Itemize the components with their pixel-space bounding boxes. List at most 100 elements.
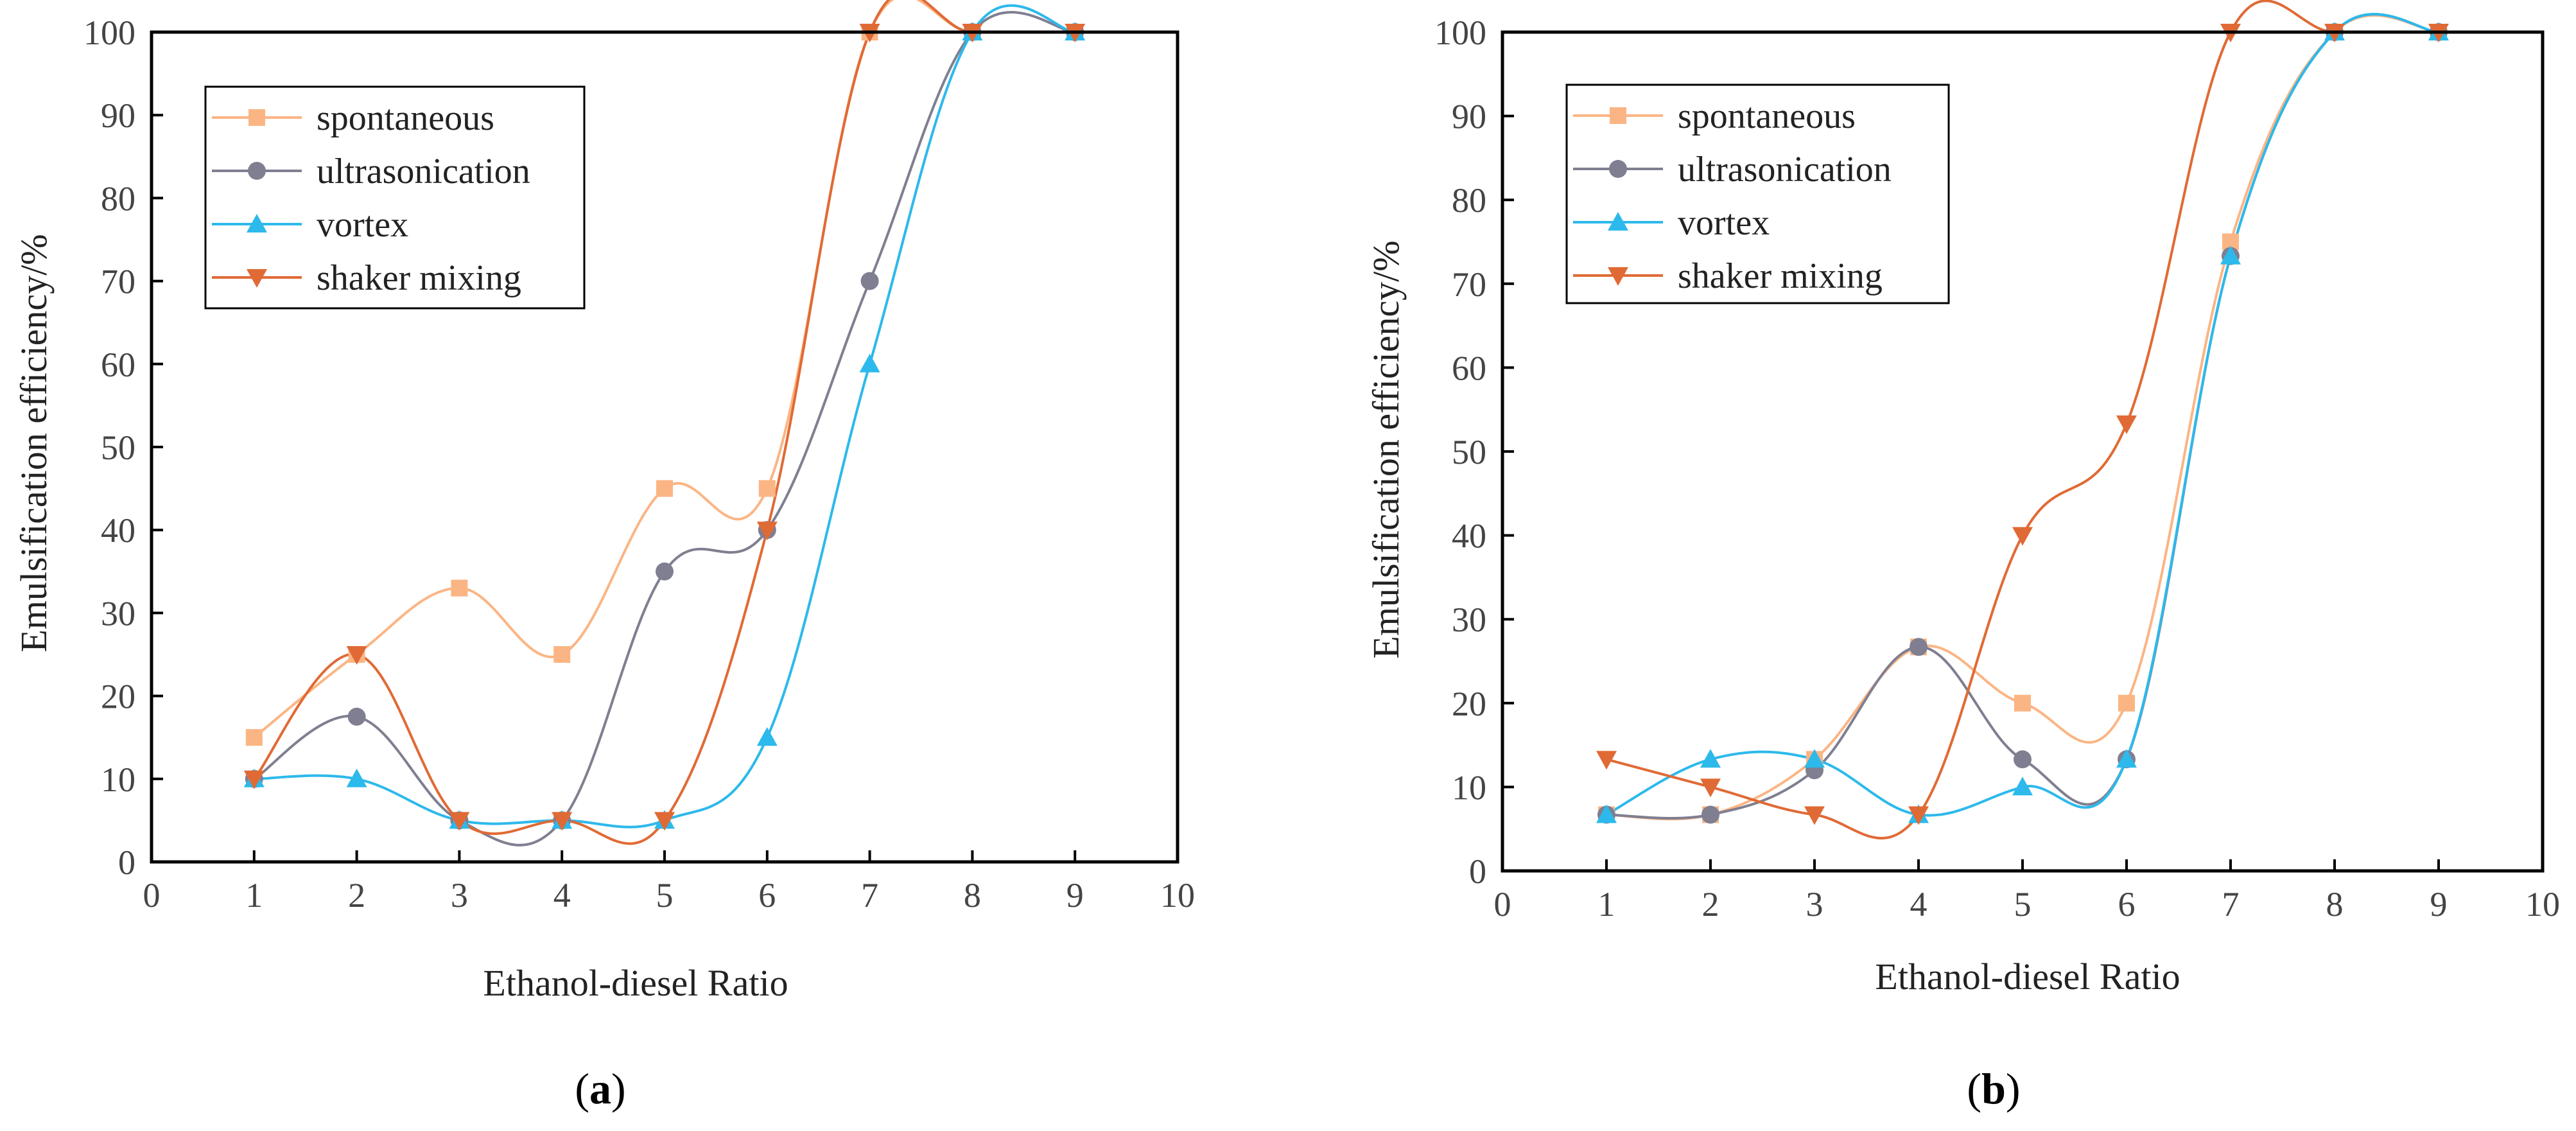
y-tick-label-a-3: 30 [101, 594, 135, 633]
x-tick-label-b-3: 3 [1806, 885, 1823, 924]
data-point-a-0-0 [245, 729, 263, 746]
legend-box-a [204, 85, 586, 310]
y-tick-label-b-7: 70 [1452, 265, 1486, 304]
legend-label-b-3: shaker mixing [1678, 256, 1883, 296]
x-tick-label-b-2: 2 [1702, 885, 1719, 924]
legend-label-b-2: vortex [1678, 203, 1770, 243]
y-tick-label-b-2: 20 [1452, 685, 1486, 723]
legend-label-a-0: spontaneous [317, 98, 494, 138]
x-tick-label-b-7: 7 [2222, 885, 2240, 924]
legend-label-b-0: spontaneous [1678, 96, 1856, 136]
legend-a: spontaneous ultrasonication vortex shaker m… [204, 85, 586, 310]
data-point-a-3-1 [346, 646, 367, 665]
legend-label-b-1: ultrasonication [1678, 150, 1892, 189]
y-tick-label-a-6: 60 [101, 346, 135, 384]
x-tick-label-b-5: 5 [2014, 885, 2032, 924]
data-point-a-1-6 [860, 272, 879, 290]
y-axis-title-b: Emulsification efficiency/% [1365, 240, 1407, 658]
x-tick-label-a-10: 10 [1160, 876, 1195, 915]
data-point-b-3-1 [1700, 778, 1721, 798]
y-tick-label-b-1: 10 [1452, 768, 1486, 807]
data-point-a-3-3 [552, 812, 573, 831]
legend-box-b [1565, 83, 1950, 304]
y-tick-label-a-9: 90 [101, 96, 135, 135]
data-point-b-2-2 [1804, 749, 1825, 768]
data-point-a-0-3 [553, 646, 571, 663]
legend-marker-a-0 [248, 109, 265, 126]
x-tick-label-a-2: 2 [348, 876, 365, 915]
legend-marker-b-1 [1609, 160, 1627, 178]
y-tick-label-b-4: 40 [1452, 517, 1486, 556]
x-tick-label-b-1: 1 [1598, 885, 1615, 924]
legend-marker-a-3 [247, 269, 267, 288]
x-tick-label-b-0: 0 [1494, 885, 1511, 924]
data-point-a-2-1 [346, 768, 367, 787]
x-tick-label-b-6: 6 [2118, 885, 2136, 924]
data-point-a-0-2 [451, 579, 468, 597]
x-tick-label-a-0: 0 [143, 876, 161, 915]
series-line-b-0 [1606, 13, 2439, 821]
data-point-b-2-0 [1596, 804, 1617, 823]
legend-marker-b-0 [1610, 107, 1626, 124]
panel-a: Ethanol-diesel Ratio Emulsification effi… [13, 234, 788, 1113]
data-point-b-3-5 [2116, 415, 2137, 434]
x-tick-label-b-10: 10 [2525, 885, 2560, 924]
legend-marker-a-1 [248, 162, 266, 180]
data-point-a-1-1 [347, 707, 366, 726]
y-tick-label-a-7: 70 [101, 263, 135, 301]
y-tick-label-b-0: 0 [1469, 852, 1486, 891]
y-tick-label-b-3: 30 [1452, 601, 1486, 639]
data-point-b-2-4 [2012, 776, 2033, 796]
legend-marker-b-2 [1608, 212, 1628, 231]
data-point-a-3-2 [449, 812, 470, 831]
x-tick-label-b-4: 4 [1910, 885, 1928, 924]
data-point-b-3-2 [1804, 806, 1825, 825]
x-tick-label-a-6: 6 [758, 876, 776, 915]
panel-b: Ethanol-diesel Ratio Emulsification effi… [1365, 240, 2180, 1113]
y-tick-label-b-5: 50 [1452, 433, 1486, 471]
series-line-a-2 [254, 4, 1075, 829]
x-tick-label-a-9: 9 [1066, 876, 1084, 915]
series-line-a-0 [253, 0, 1075, 739]
x-axis-title-b: Ethanol-diesel Ratio [1875, 956, 2180, 997]
x-tick-label-a-1: 1 [245, 876, 263, 915]
x-tick-label-b-8: 8 [2326, 885, 2344, 924]
x-tick-label-a-4: 4 [553, 876, 571, 915]
data-point-b-1-1 [1701, 805, 1719, 824]
data-point-a-3-4 [654, 812, 675, 831]
y-tick-label-a-8: 80 [101, 179, 135, 218]
y-tick-label-b-8: 80 [1452, 181, 1486, 220]
data-point-a-3-0 [243, 770, 265, 789]
series-line-a-1 [253, 10, 1075, 846]
data-point-b-3-0 [1596, 751, 1617, 770]
x-tick-label-a-3: 3 [451, 876, 468, 915]
y-tick-label-a-5: 50 [101, 428, 135, 467]
x-axis-title-a: Ethanol-diesel Ratio [483, 962, 788, 1004]
y-tick-label-a-1: 10 [101, 760, 135, 799]
legend-marker-a-2 [247, 214, 267, 232]
x-tick-label-b-9: 9 [2430, 885, 2448, 924]
x-tick-label-a-8: 8 [964, 876, 981, 915]
series-line-b-3 [1606, 0, 2439, 839]
data-point-b-2-6 [2220, 245, 2241, 265]
y-tick-label-b-9: 90 [1452, 98, 1486, 136]
x-tick-label-a-5: 5 [656, 876, 674, 915]
series-line-b-2 [1606, 13, 2439, 817]
data-point-b-3-4 [2012, 527, 2033, 546]
y-tick-label-b-10: 100 [1434, 13, 1486, 52]
panel-label-b: (b) [1967, 1064, 2020, 1113]
data-point-b-2-1 [1700, 749, 1721, 768]
plot-a: 0 1 2 3 4 5 6 7 8 9 100102030405060708090100sponta… [83, 0, 1195, 915]
data-point-a-2-6 [859, 353, 880, 373]
data-point-b-3-3 [1908, 806, 1929, 825]
y-tick-label-a-2: 20 [101, 678, 135, 716]
data-point-b-1-3 [1910, 638, 1928, 656]
plot-b: 0 1 2 3 4 5 6 7 8 9 100102030405060708090100sponta… [1434, 0, 2560, 924]
data-point-a-1-4 [656, 562, 674, 581]
legend-label-a-3: shaker mixing [317, 258, 521, 298]
x-tick-label-a-7: 7 [861, 876, 878, 915]
legend-label-a-2: vortex [317, 205, 408, 245]
data-point-a-0-4 [656, 480, 673, 497]
